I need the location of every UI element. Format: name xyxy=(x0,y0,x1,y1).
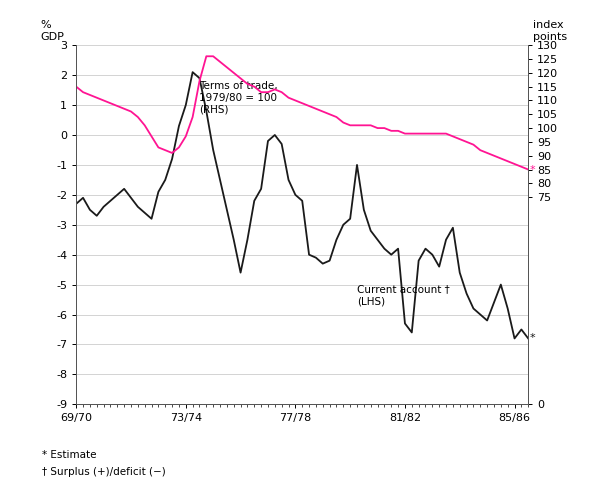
Text: † Surplus (+)/deficit (−): † Surplus (+)/deficit (−) xyxy=(42,467,166,477)
Text: index
points: index points xyxy=(533,20,567,41)
Text: *: * xyxy=(530,165,535,174)
Text: Terms of trade,
1979/80 = 100
(RHS): Terms of trade, 1979/80 = 100 (RHS) xyxy=(199,81,278,114)
Text: *: * xyxy=(530,334,535,343)
Text: Current account †
(LHS): Current account † (LHS) xyxy=(357,284,450,306)
Text: %
GDP: % GDP xyxy=(40,20,64,41)
Text: * Estimate: * Estimate xyxy=(42,450,97,460)
